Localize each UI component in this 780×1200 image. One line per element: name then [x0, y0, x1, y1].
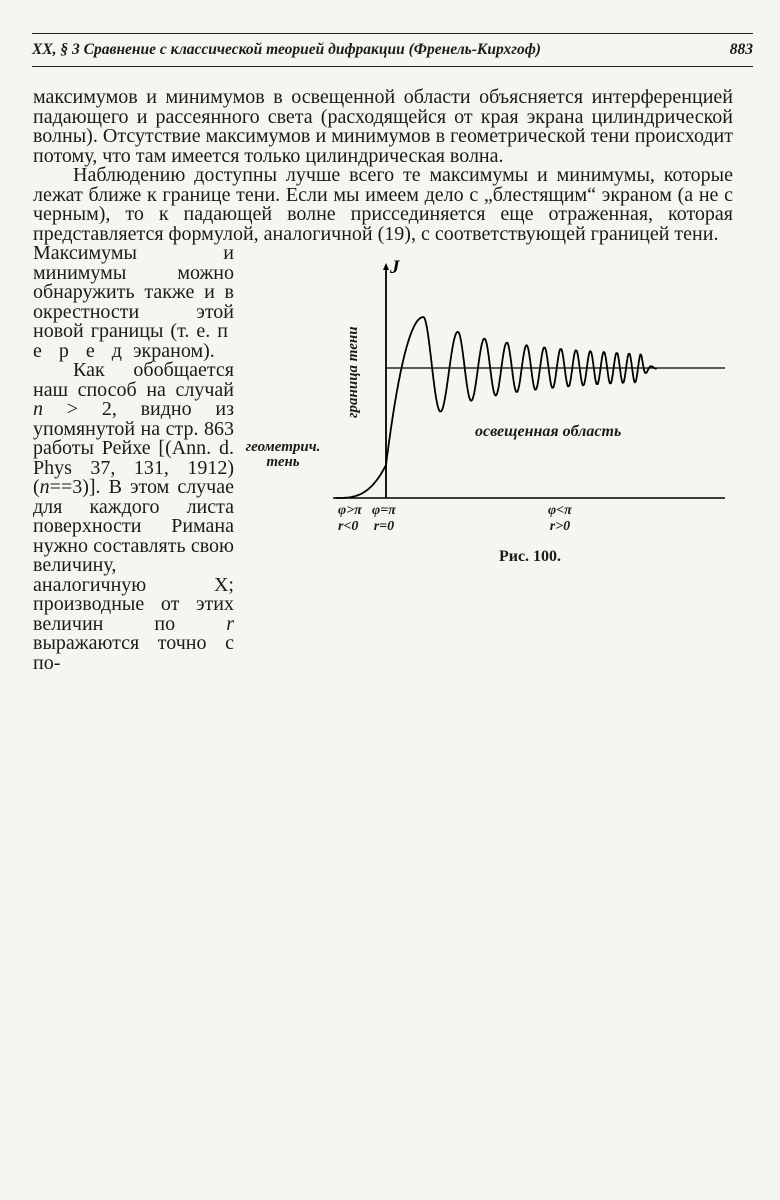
svg-text:J: J [389, 257, 400, 278]
